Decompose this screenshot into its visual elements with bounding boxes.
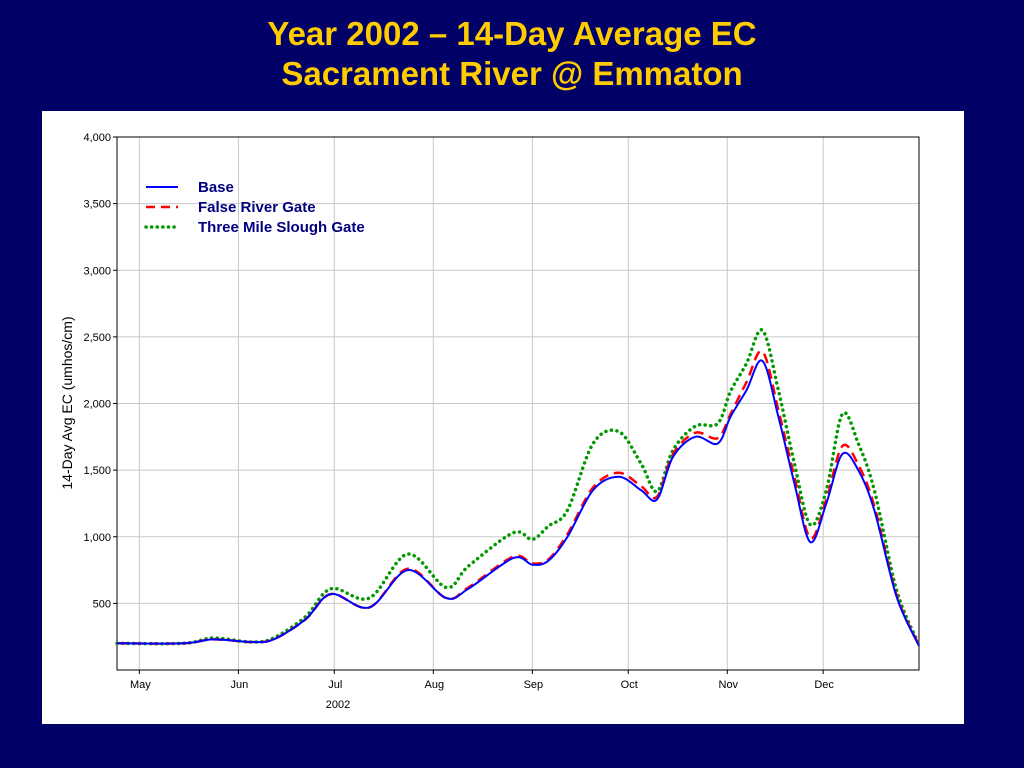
x-tick-label: Aug bbox=[425, 679, 445, 691]
x-tick-label: Dec bbox=[814, 679, 834, 691]
y-axis-ticks: 500 1,000 1,500 2,000 2,500 3,000 3,500 4,000 bbox=[83, 132, 117, 610]
y-tick-label: 1,000 bbox=[83, 532, 111, 544]
y-tick-label: 3,500 bbox=[83, 199, 111, 211]
chart-title-line-2: Sacrament River @ Emmaton bbox=[281, 55, 743, 92]
x-axis-ticks: May Jun Jul Aug Sep Oct Nov Dec bbox=[130, 670, 834, 691]
y-tick-label: 2,500 bbox=[83, 332, 111, 344]
x-tick-label: Jul bbox=[328, 679, 342, 691]
y-tick-label: 500 bbox=[93, 598, 111, 610]
series-line-three-mile-slough-gate bbox=[115, 328, 921, 647]
x-tick-label: May bbox=[130, 679, 151, 691]
y-axis-label: 14-Day Avg EC (umhos/cm) bbox=[59, 316, 75, 489]
gridlines bbox=[117, 136, 919, 670]
y-tick-label: 4,000 bbox=[83, 132, 111, 144]
y-tick-label: 2,000 bbox=[83, 399, 111, 411]
x-axis-year-label: 2002 bbox=[326, 699, 350, 711]
legend-label: False River Gate bbox=[198, 199, 316, 216]
series-line-base bbox=[116, 359, 920, 647]
x-tick-label: Oct bbox=[621, 679, 638, 691]
y-tick-label: 1,500 bbox=[83, 465, 111, 477]
chart-title-line-1: Year 2002 – 14-Day Average EC bbox=[267, 15, 757, 52]
series-lines bbox=[115, 328, 921, 647]
chart-panel: 500 1,000 1,500 2,000 2,500 3,000 3,500 4,000 M… bbox=[42, 111, 964, 724]
x-tick-label: Jun bbox=[231, 679, 249, 691]
legend-label: Base bbox=[198, 179, 234, 196]
legend: Base False River Gate Three Mile Slough Ga… bbox=[144, 179, 365, 236]
x-tick-label: Nov bbox=[719, 679, 739, 691]
chart-title: Year 2002 – 14-Day Average EC Sacrament … bbox=[0, 14, 1024, 94]
legend-label: Three Mile Slough Gate bbox=[198, 219, 365, 236]
y-tick-label: 3,000 bbox=[83, 265, 111, 277]
line-chart: 500 1,000 1,500 2,000 2,500 3,000 3,500 4,000 M… bbox=[59, 132, 921, 711]
x-tick-label: Sep bbox=[524, 679, 544, 691]
